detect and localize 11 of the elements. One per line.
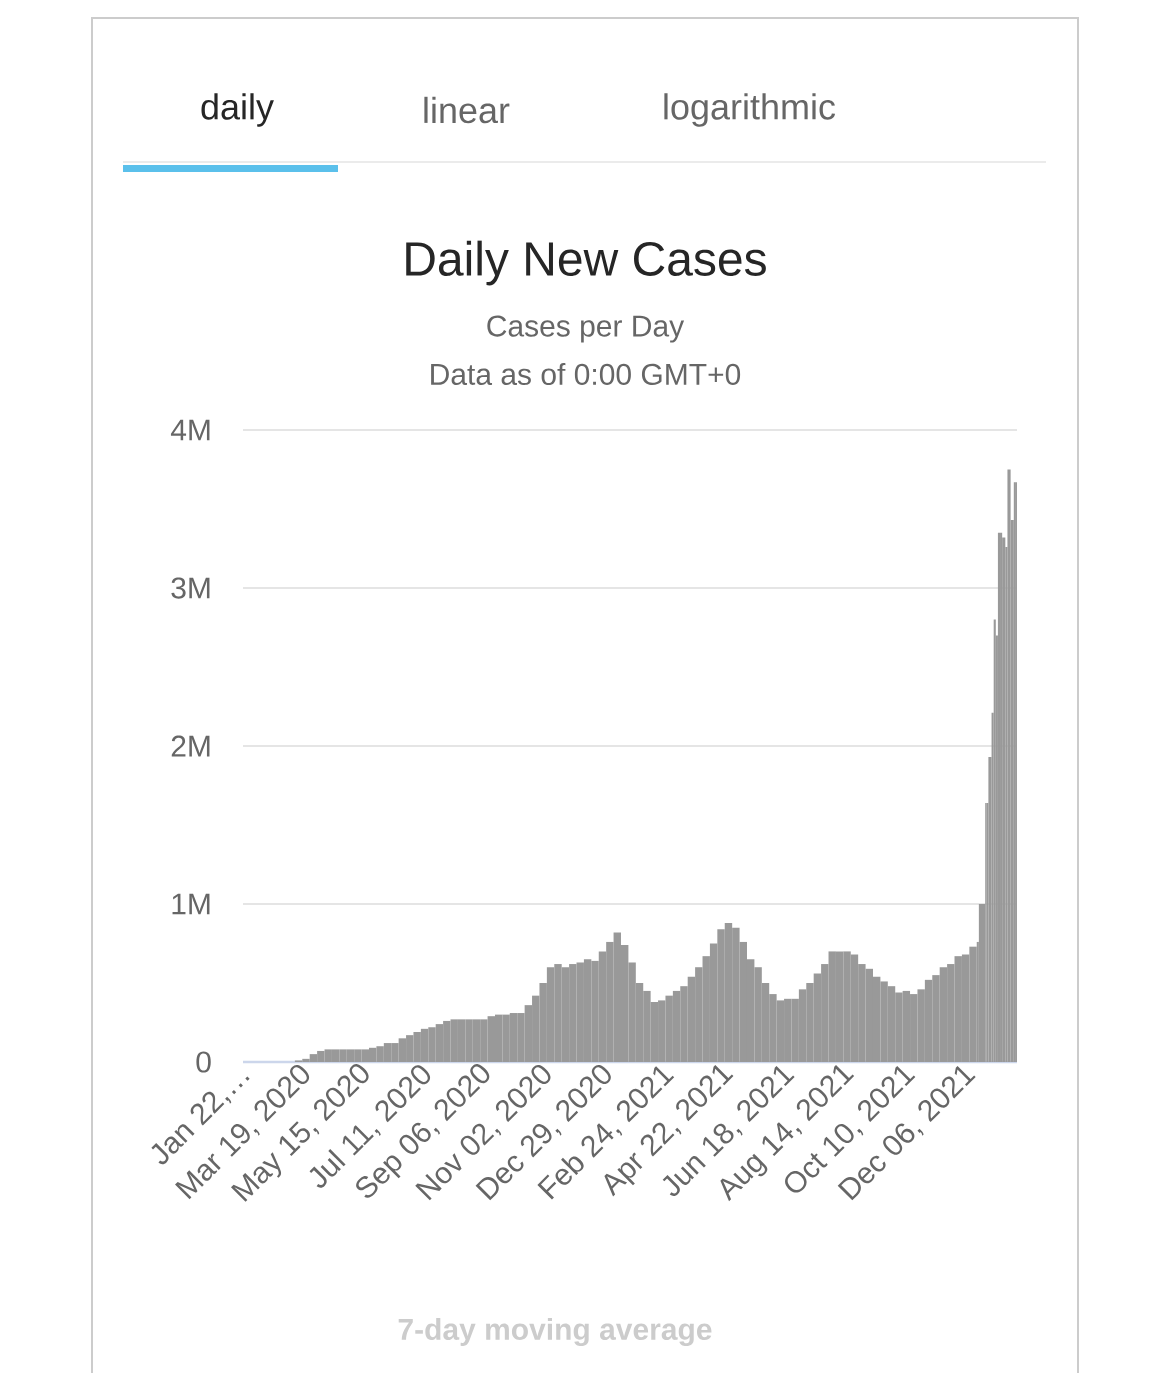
y-tick-label: 2M [171,735,210,757]
chart-subtitle: Cases per Day [487,315,685,343]
chart-title: Daily New Cases [406,240,766,286]
text: linear [424,96,510,124]
text: logarithmic [664,93,836,127]
y-tick-label: 1M [172,893,210,915]
y-tick-label: 3M [171,577,210,599]
text: Data as of 0:00 GMT+0 [431,363,741,386]
text: daily [201,93,274,127]
y-tick-label: 0 [196,1051,211,1073]
y-tick-label: 4M [170,419,210,441]
